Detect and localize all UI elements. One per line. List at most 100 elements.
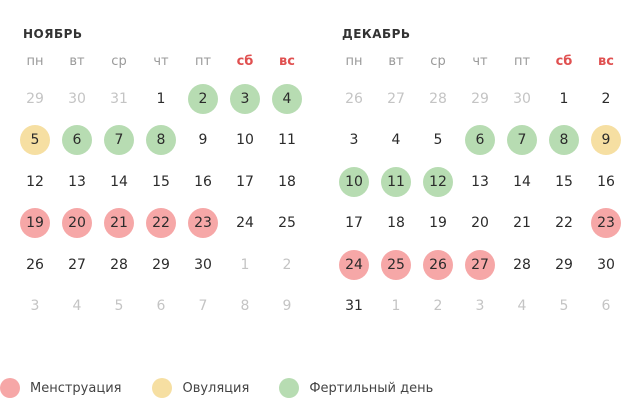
day-cell[interactable]: 10	[339, 166, 369, 197]
weekday-label: сб	[555, 54, 573, 69]
day-cell[interactable]: 19	[429, 215, 447, 232]
weekday-label: вс	[598, 54, 614, 69]
day-cell[interactable]: 23	[591, 208, 621, 239]
day-cell[interactable]: 10	[236, 132, 254, 149]
day-cell[interactable]: 30	[513, 90, 531, 107]
day-cell[interactable]: 4	[391, 132, 401, 149]
day-cell[interactable]: 3	[349, 132, 359, 149]
day-cell[interactable]: 7	[507, 125, 537, 156]
day-cell[interactable]: 17	[345, 215, 363, 232]
day-cell[interactable]: 31	[110, 90, 128, 107]
day-cell[interactable]: 9	[282, 298, 292, 315]
day-cell[interactable]: 26	[423, 249, 453, 280]
day-cell[interactable]: 6	[601, 298, 611, 315]
day-cell[interactable]: 27	[387, 90, 405, 107]
day-cell[interactable]: 2	[188, 83, 218, 114]
day-cell[interactable]: 14	[513, 173, 531, 190]
day-cell[interactable]: 27	[68, 256, 86, 273]
day-cell[interactable]: 2	[601, 90, 611, 107]
day-cell[interactable]: 11	[278, 132, 296, 149]
month-title: ДЕКАБРЬ	[342, 27, 411, 41]
day-cell[interactable]: 26	[26, 256, 44, 273]
day-cell[interactable]: 4	[272, 83, 302, 114]
week-row: 17 18 19 20 21 22 23	[333, 203, 627, 245]
day-cell[interactable]: 14	[110, 173, 128, 190]
day-cell[interactable]: 1	[559, 90, 569, 107]
day-cell[interactable]: 25	[278, 215, 296, 232]
week-row: 19 20 21 22 23 24 25	[14, 203, 308, 245]
day-cell[interactable]: 31	[345, 298, 363, 315]
day-cell[interactable]: 5	[20, 125, 50, 156]
day-cell[interactable]: 4	[517, 298, 527, 315]
day-cell[interactable]: 18	[278, 173, 296, 190]
day-cell[interactable]: 11	[381, 166, 411, 197]
day-cell[interactable]: 2	[282, 256, 292, 273]
day-cell[interactable]: 29	[471, 90, 489, 107]
day-cell[interactable]: 15	[152, 173, 170, 190]
day-cell[interactable]: 15	[555, 173, 573, 190]
day-cell[interactable]: 6	[62, 125, 92, 156]
day-cell[interactable]: 26	[345, 90, 363, 107]
day-cell[interactable]: 1	[391, 298, 401, 315]
day-cell[interactable]: 22	[555, 215, 573, 232]
day-cell[interactable]: 28	[513, 256, 531, 273]
weekday-header: пн вт ср чт пт сб вс	[14, 52, 308, 72]
day-cell[interactable]: 2	[433, 298, 443, 315]
day-cell[interactable]: 16	[597, 173, 615, 190]
day-cell[interactable]: 17	[236, 173, 254, 190]
day-cell[interactable]: 8	[549, 125, 579, 156]
week-row: 12 13 14 15 16 17 18	[14, 161, 308, 203]
day-cell[interactable]: 29	[152, 256, 170, 273]
day-cell[interactable]: 6	[465, 125, 495, 156]
day-cell[interactable]: 24	[339, 249, 369, 280]
day-cell[interactable]: 23	[188, 208, 218, 239]
day-cell[interactable]: 12	[423, 166, 453, 197]
day-cell[interactable]: 3	[230, 83, 260, 114]
day-cell[interactable]: 5	[114, 298, 124, 315]
weekday-label: вт	[388, 54, 404, 69]
day-cell[interactable]: 20	[62, 208, 92, 239]
day-cell[interactable]: 28	[110, 256, 128, 273]
day-cell[interactable]: 27	[465, 249, 495, 280]
day-cell[interactable]: 19	[20, 208, 50, 239]
day-cell[interactable]: 18	[387, 215, 405, 232]
week-row: 24 25 26 27 28 29 30	[333, 244, 627, 286]
day-cell[interactable]: 22	[146, 208, 176, 239]
day-cell[interactable]: 21	[513, 215, 531, 232]
menstruation-dot-icon	[0, 378, 20, 398]
day-cell[interactable]: 25	[381, 249, 411, 280]
day-cell[interactable]: 3	[30, 298, 40, 315]
legend-item-fertile: Фертильный день	[279, 378, 433, 398]
day-cell[interactable]: 30	[597, 256, 615, 273]
day-cell[interactable]: 5	[433, 132, 443, 149]
day-cell[interactable]: 1	[156, 90, 166, 107]
day-cell[interactable]: 9	[591, 125, 621, 156]
legend-label: Овуляция	[182, 380, 250, 396]
day-cell[interactable]: 12	[26, 173, 44, 190]
legend-item-menstruation: Менструация	[0, 378, 121, 398]
day-cell[interactable]: 13	[68, 173, 86, 190]
day-cell[interactable]: 13	[471, 173, 489, 190]
day-cell[interactable]: 29	[26, 90, 44, 107]
week-row: 29 30 31 1 2 3 4	[14, 78, 308, 120]
day-cell[interactable]: 16	[194, 173, 212, 190]
day-cell[interactable]: 6	[156, 298, 166, 315]
day-cell[interactable]: 24	[236, 215, 254, 232]
day-cell[interactable]: 30	[194, 256, 212, 273]
day-cell[interactable]: 30	[68, 90, 86, 107]
day-cell[interactable]: 28	[429, 90, 447, 107]
day-cell[interactable]: 21	[104, 208, 134, 239]
day-cell[interactable]: 9	[198, 132, 208, 149]
day-cell[interactable]: 4	[72, 298, 82, 315]
day-cell[interactable]: 20	[471, 215, 489, 232]
day-cell[interactable]: 7	[198, 298, 208, 315]
day-cell[interactable]: 29	[555, 256, 573, 273]
day-cell[interactable]: 5	[559, 298, 569, 315]
day-cell[interactable]: 7	[104, 125, 134, 156]
day-cell[interactable]: 8	[240, 298, 250, 315]
day-cell[interactable]: 8	[146, 125, 176, 156]
weekday-label: чт	[472, 54, 488, 69]
day-cell[interactable]: 3	[475, 298, 485, 315]
day-cell[interactable]: 1	[240, 256, 250, 273]
